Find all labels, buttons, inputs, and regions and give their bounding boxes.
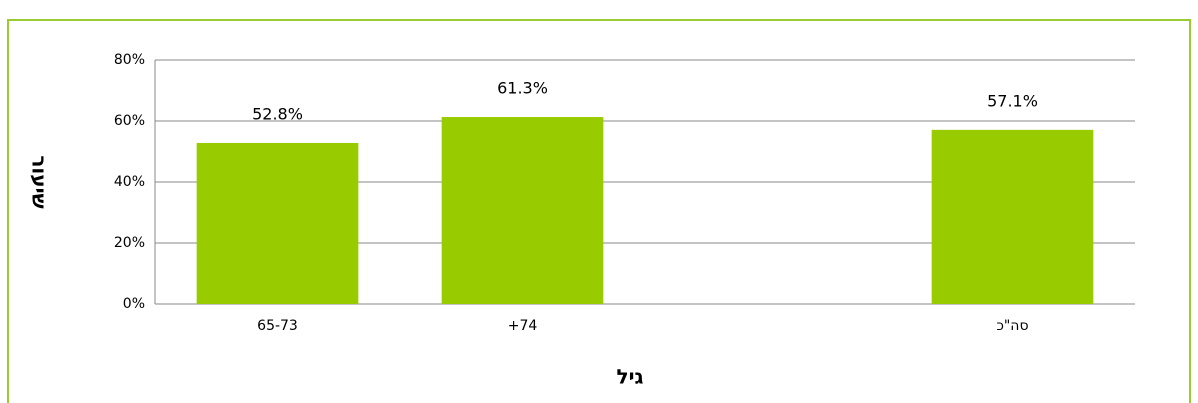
y-tick-label: 80% xyxy=(114,52,145,68)
y-tick-label: 0% xyxy=(123,296,145,312)
x-axis-title: גיל xyxy=(617,365,644,389)
x-tick-label: 65-73 xyxy=(257,318,298,334)
value-label: 61.3% xyxy=(497,79,548,98)
bar xyxy=(931,129,1094,304)
bar xyxy=(441,117,604,304)
value-label: 52.8% xyxy=(252,104,303,123)
x-tick-label: 74+ xyxy=(508,318,538,334)
bar xyxy=(196,142,359,304)
value-label: 57.1% xyxy=(987,91,1038,110)
frame xyxy=(7,19,1191,403)
y-axis-title: שיעור xyxy=(28,155,52,208)
y-tick-label: 20% xyxy=(114,235,145,251)
y-tick-label: 40% xyxy=(114,174,145,190)
y-tick-label: 60% xyxy=(114,113,145,129)
x-tick-label: סה"כ xyxy=(996,318,1028,334)
